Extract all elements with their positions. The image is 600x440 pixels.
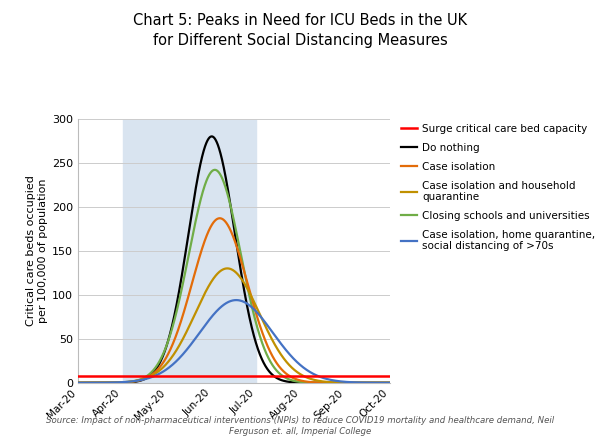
Legend: Surge critical care bed capacity, Do nothing, Case isolation, Case isolation and: Surge critical care bed capacity, Do not…	[401, 124, 595, 252]
Y-axis label: Critical care beds occupied
per 100,000 of population: Critical care beds occupied per 100,000 …	[26, 176, 48, 326]
Bar	[122, 119, 256, 383]
Text: Source: Impact of non-pharmaceutical interventions (NPIs) to reduce COVID19 mort: Source: Impact of non-pharmaceutical int…	[46, 416, 554, 436]
Text: Chart 5: Peaks in Need for ICU Beds in the UK
for Different Social Distancing Me: Chart 5: Peaks in Need for ICU Beds in t…	[133, 13, 467, 48]
